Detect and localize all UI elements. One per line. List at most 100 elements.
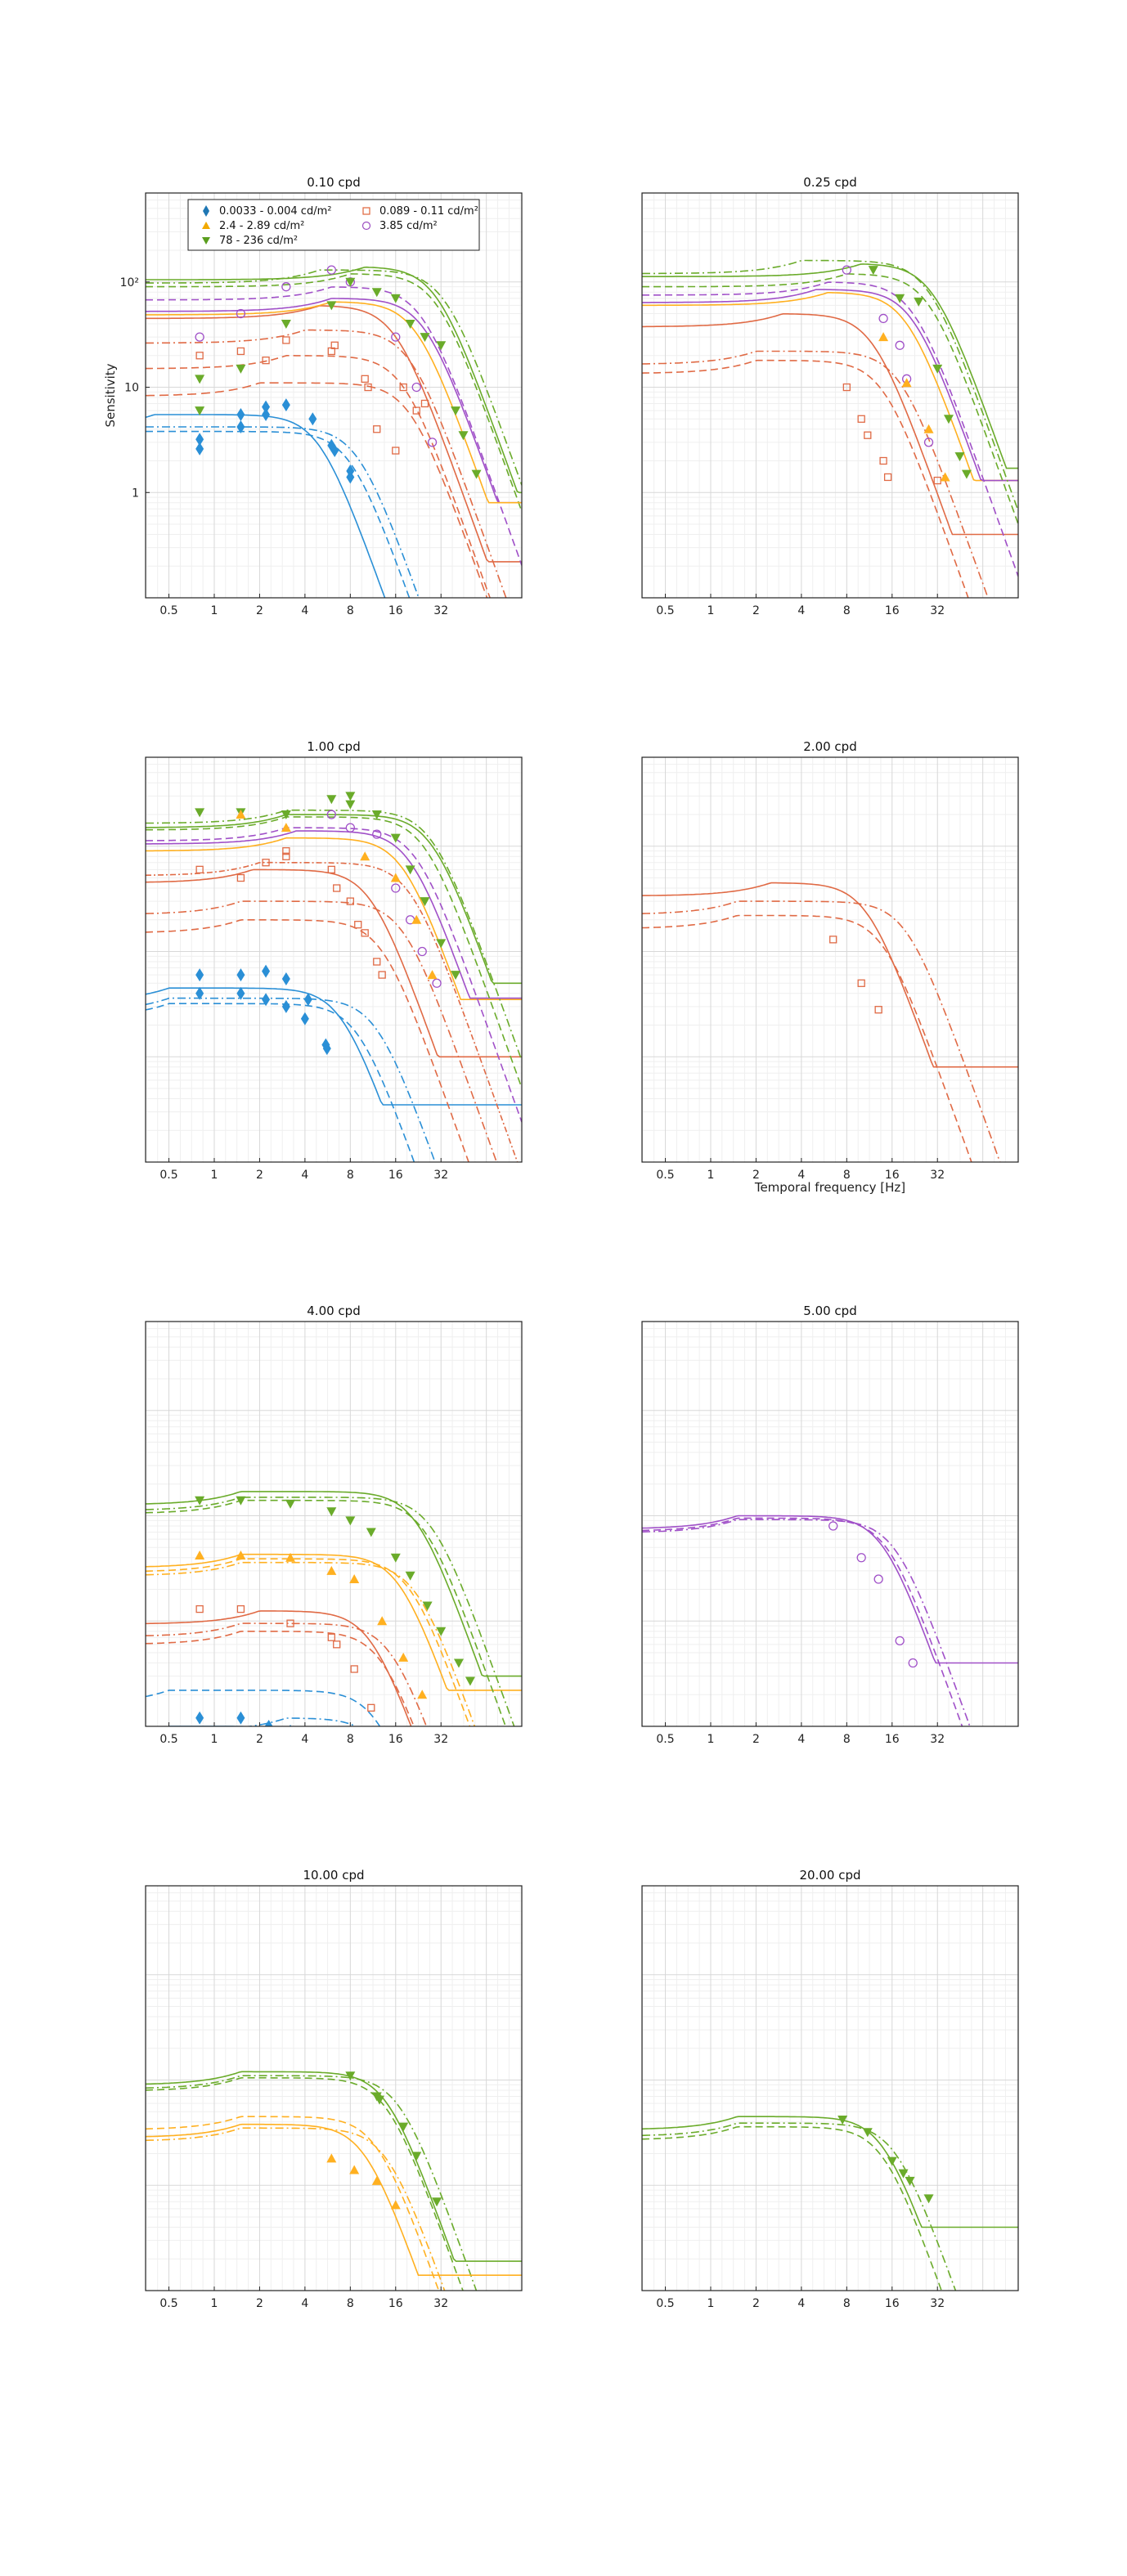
x-tick-label: 0.5: [656, 1733, 674, 1746]
model-curves: [642, 882, 1018, 1162]
data-point-triangle-down: [954, 452, 965, 462]
x-tick-label: 2: [752, 1733, 760, 1746]
model-curve-red-dashed: [146, 355, 491, 598]
x-tick-label: 32: [433, 2297, 448, 2310]
model-curve-orange-solid: [146, 2123, 522, 2276]
model-curve-purple-dashed: [146, 827, 522, 1123]
data-point-triangle-down: [366, 1528, 376, 1537]
legend-label: 2.4 - 2.89 cd/m²: [219, 220, 304, 232]
model-curves: [642, 1515, 1018, 1726]
data-markers: [828, 1521, 918, 1668]
data-point-diamond: [281, 999, 290, 1013]
panel-1-00-cpd: 0.5 1 2 4 8 16 32 1.00 cpd: [145, 739, 523, 1182]
data-point-triangle-down: [932, 364, 943, 374]
model-curve-green-dashed: [146, 2077, 464, 2291]
data-point-circle: [895, 1636, 905, 1645]
legend-marker: [362, 207, 370, 215]
axes-frame: [641, 1885, 1019, 2291]
model-curve-green-dashed: [642, 273, 1018, 525]
model-curve-green-dashed: [146, 273, 522, 512]
panel-title: 2.00 cpd: [803, 739, 856, 754]
x-tick-label: 1: [211, 1733, 218, 1746]
data-point-circle: [195, 332, 204, 342]
data-point-square: [346, 897, 354, 905]
data-point-triangle-down: [195, 1496, 205, 1506]
data-point-square: [333, 884, 341, 892]
x-tick-label: 2: [752, 1169, 760, 1182]
model-curves: [146, 266, 522, 598]
x-tick-label: 16: [885, 1733, 900, 1746]
x-tick-label: 4: [301, 2297, 308, 2310]
data-point-circle: [372, 829, 382, 839]
x-tick-label: 2: [256, 604, 263, 617]
model-curve-blue-solid: [146, 987, 522, 1106]
model-curve-orange-solid: [146, 837, 522, 1000]
data-point-square: [236, 1604, 245, 1613]
data-point-square: [857, 979, 865, 987]
data-point-triangle-down: [326, 1507, 337, 1517]
x-tick-label: 16: [388, 604, 403, 617]
model-curve-orange-solid: [146, 301, 522, 504]
data-point-square: [354, 921, 362, 929]
model-curve-green-dashdot: [146, 2075, 478, 2291]
data-point-triangle-down: [451, 406, 461, 416]
data-markers: [829, 936, 882, 1014]
x-tick-label: 1: [707, 604, 715, 617]
legend-marker: [361, 221, 371, 231]
data-point-square: [361, 929, 369, 937]
data-point-diamond: [262, 964, 271, 978]
data-point-diamond: [264, 1720, 273, 1726]
data-point-diamond: [236, 986, 245, 1000]
data-point-square: [874, 1006, 882, 1014]
data-point-triangle-down: [837, 2116, 848, 2125]
axes-frame: [641, 1321, 1019, 1727]
data-point-triangle-down: [405, 1571, 415, 1581]
data-markers: [837, 2116, 934, 2204]
data-point-triangle-up: [923, 424, 934, 433]
model-curve-blue-dashed: [146, 1003, 415, 1162]
model-curve-blue-dashdot: [146, 997, 436, 1162]
y-tick-label: 10: [124, 382, 139, 395]
model-curve-purple-solid: [146, 298, 522, 504]
data-point-diamond: [322, 1042, 331, 1056]
x-tick-label: 32: [930, 1169, 945, 1182]
model-curve-green-solid: [146, 814, 522, 985]
model-curve-orange-solid: [146, 1553, 522, 1691]
data-point-circle: [908, 1658, 918, 1668]
data-point-diamond: [236, 407, 245, 421]
x-tick-label: 0.5: [656, 1169, 674, 1182]
x-tick-label: 2: [256, 1733, 263, 1746]
data-point-square: [412, 406, 420, 415]
model-curve-blue-dashed: [146, 430, 411, 598]
model-curves: [642, 2116, 1018, 2291]
data-point-square: [327, 1633, 335, 1641]
model-curve-green-dashed: [642, 2125, 943, 2291]
x-tick-label: 8: [843, 604, 851, 617]
model-curve-green-dashed: [146, 1499, 507, 1726]
data-point-triangle-down: [436, 939, 447, 949]
x-tick-label: 1: [211, 1169, 218, 1182]
y-axis-label: Sensitivity: [103, 363, 118, 427]
x-tick-label: 1: [211, 604, 218, 617]
data-point-square: [399, 383, 407, 392]
data-point-square: [842, 383, 851, 392]
model-curve-red-dashdot: [642, 350, 989, 598]
x-tick-label: 32: [433, 604, 448, 617]
data-point-triangle-down: [195, 808, 205, 818]
data-point-triangle-down: [371, 810, 382, 820]
model-curve-blue-solid: [146, 414, 386, 598]
x-tick-label: 32: [433, 1733, 448, 1746]
axes-frame: [641, 192, 1019, 599]
legend-label: 78 - 236 cd/m²: [219, 235, 298, 247]
data-point-triangle-up: [371, 2175, 382, 2185]
data-point-square: [330, 341, 339, 349]
x-tick-label: 32: [433, 1169, 448, 1182]
x-tick-label: 8: [843, 2297, 851, 2310]
data-point-triangle-down: [326, 301, 337, 311]
data-point-triangle-down: [862, 2128, 873, 2138]
x-tick-label: 0.5: [159, 1733, 177, 1746]
panel-0-10-cpd: 0.5 1 2 4 8 16 32 1 10 10² Sensitivity 0.10 cpd 0.00…: [103, 175, 523, 617]
data-point-triangle-down: [420, 333, 430, 343]
model-curve-red-dashdot2: [146, 861, 519, 1162]
data-point-square: [195, 1604, 204, 1613]
